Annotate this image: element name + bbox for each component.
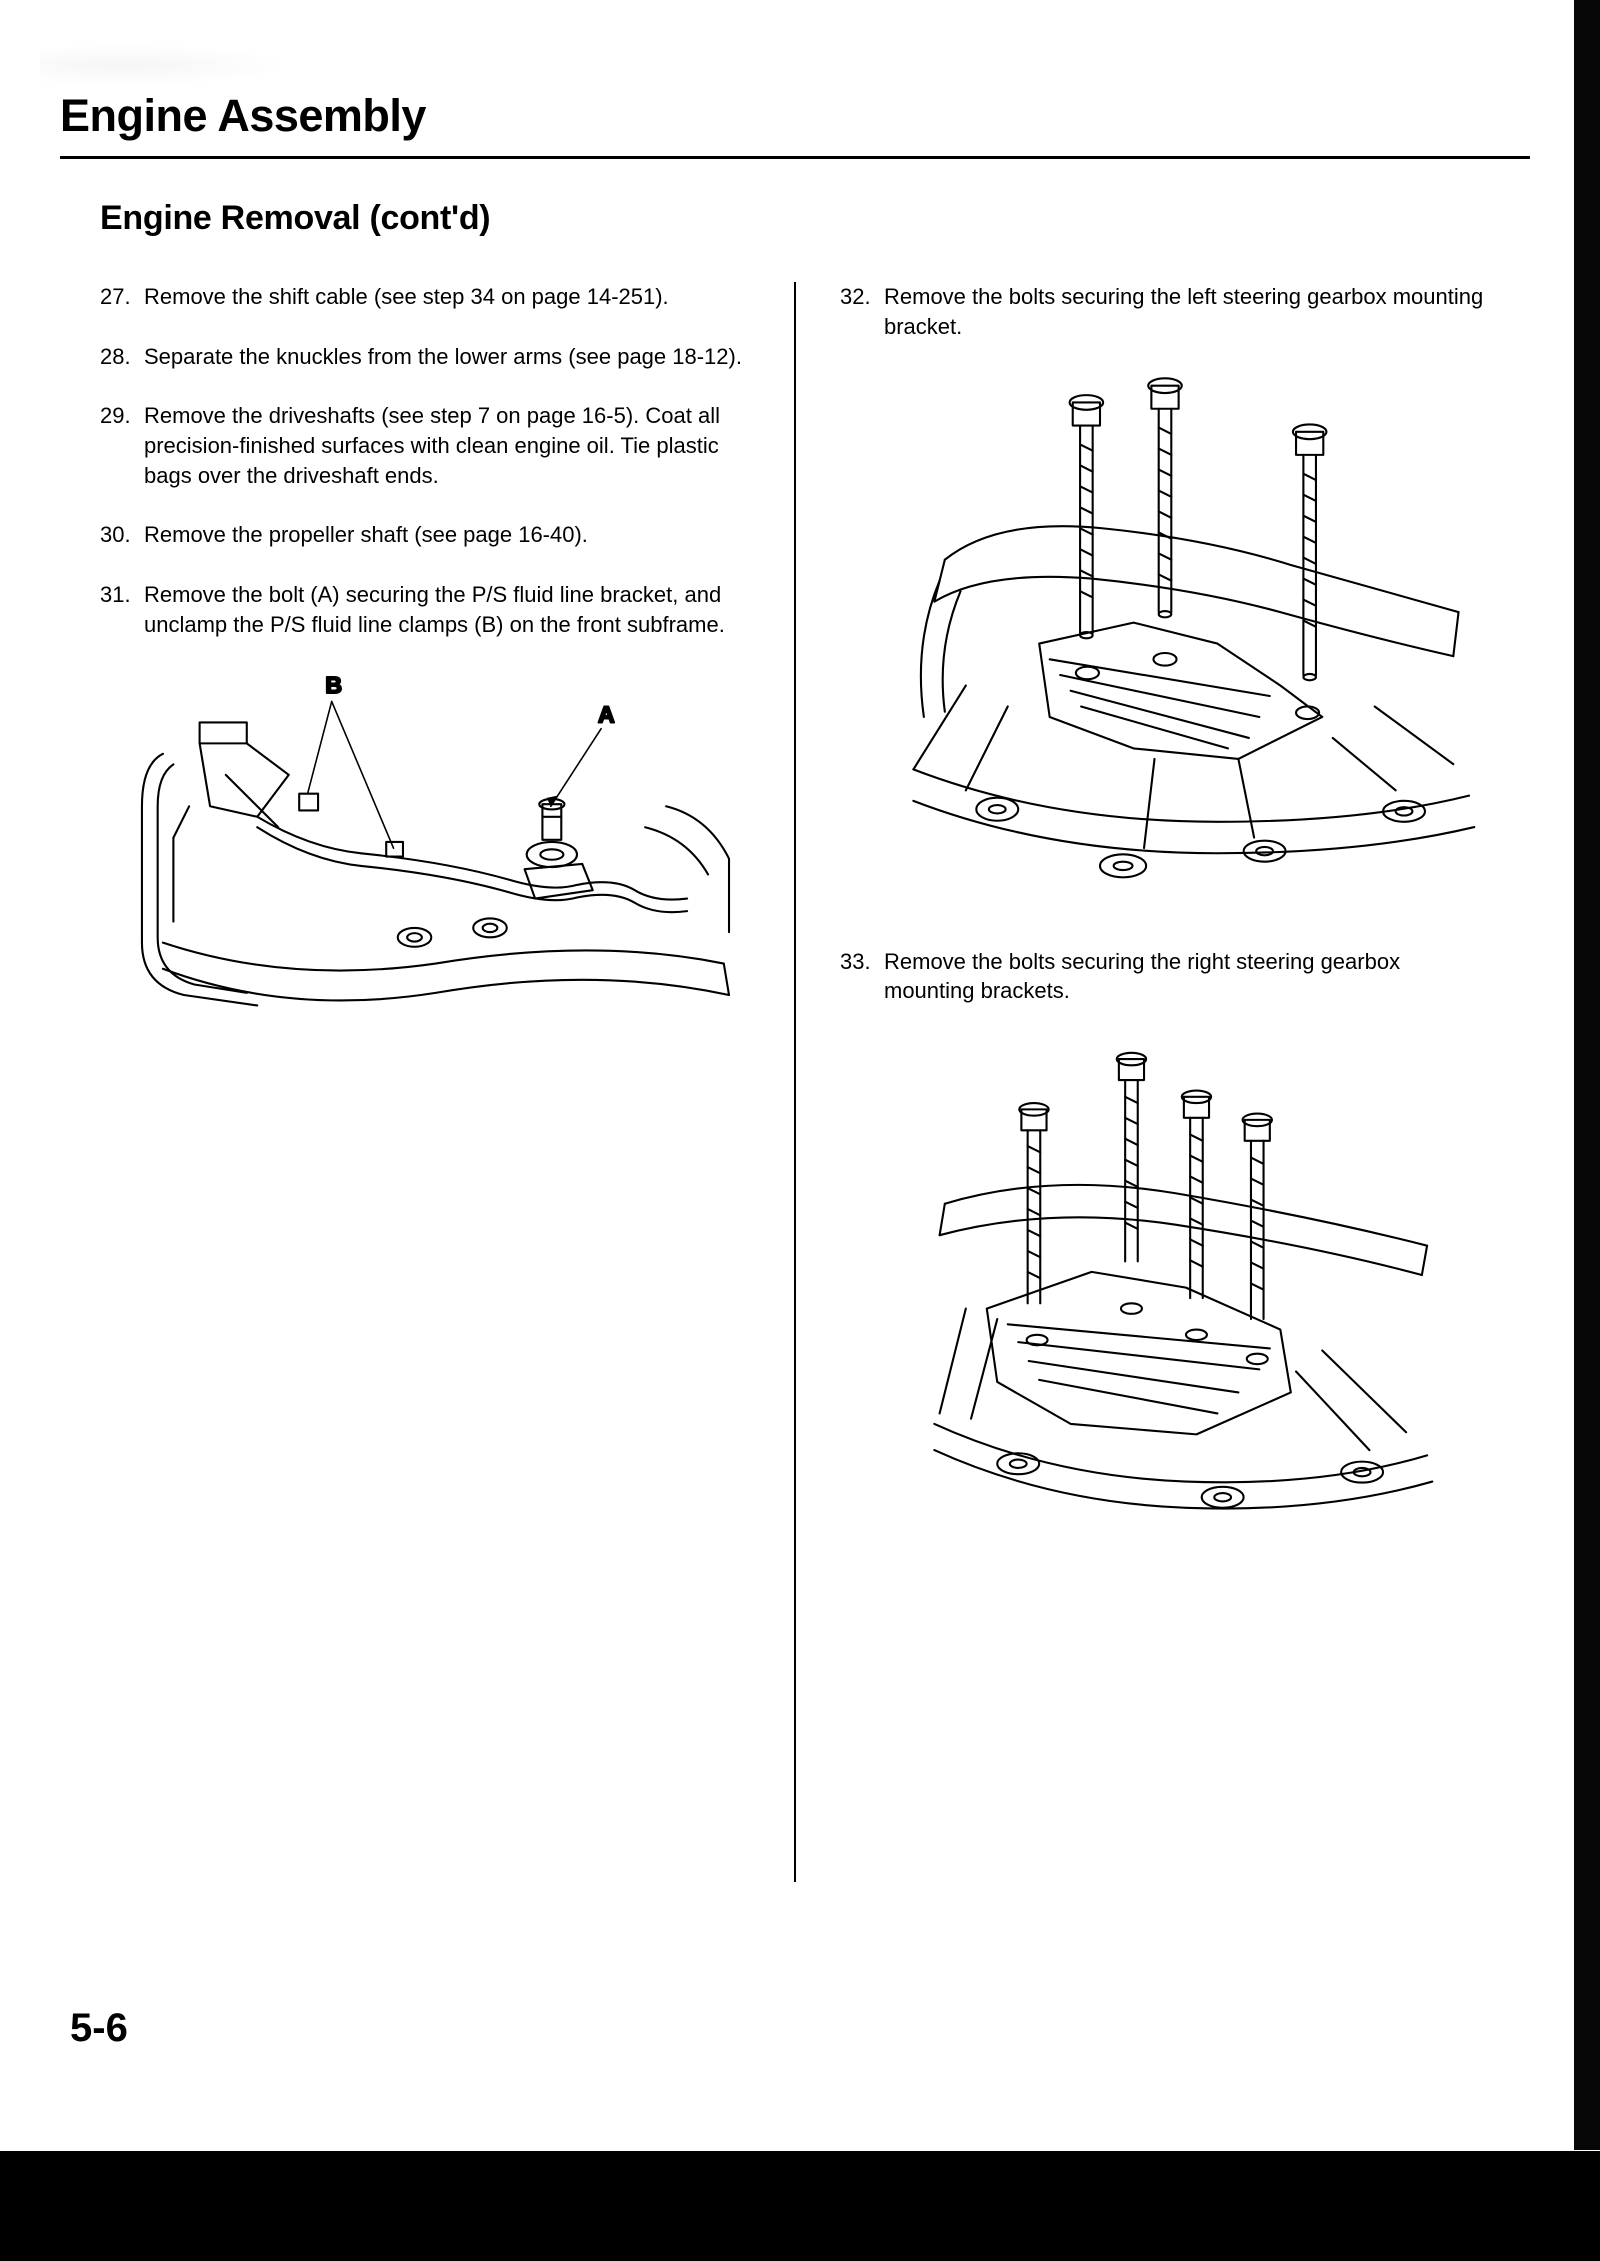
page-number: 5-6 (70, 2006, 128, 2051)
step-number: 31. (100, 580, 144, 639)
scan-bottom-bar (0, 2151, 1600, 2261)
figure-step-31: B A (100, 670, 750, 1026)
manual-page: Engine Assembly Engine Removal (cont'd) … (0, 0, 1600, 2261)
two-column-layout: 27. Remove the shift cable (see step 34 … (100, 282, 1490, 1882)
right-column: 32. Remove the bolts securing the left s… (796, 282, 1490, 1882)
left-column: 27. Remove the shift cable (see step 34 … (100, 282, 794, 1882)
section-title: Engine Assembly (60, 90, 1530, 142)
step-text: Remove the bolts securing the right stee… (884, 947, 1490, 1006)
scan-noise (40, 40, 320, 90)
step-number: 33. (840, 947, 884, 1006)
step-text: Remove the driveshafts (see step 7 on pa… (144, 401, 750, 490)
right-gearbox-bracket-diagram-icon (840, 1036, 1490, 1529)
step-33: 33. Remove the bolts securing the right … (840, 947, 1490, 1006)
step-text: Remove the bolts securing the left steer… (884, 282, 1490, 341)
scan-right-edge (1574, 0, 1600, 2150)
figure-step-32 (840, 371, 1490, 916)
step-31: 31. Remove the bolt (A) securing the P/S… (100, 580, 750, 639)
step-number: 28. (100, 342, 144, 372)
step-text: Remove the bolt (A) securing the P/S flu… (144, 580, 750, 639)
step-27: 27. Remove the shift cable (see step 34 … (100, 282, 750, 312)
step-number: 27. (100, 282, 144, 312)
figure-step-33 (840, 1036, 1490, 1529)
label-b: B (325, 672, 342, 698)
step-30: 30. Remove the propeller shaft (see page… (100, 520, 750, 550)
title-underline (60, 156, 1530, 159)
subsection-title: Engine Removal (cont'd) (100, 199, 1530, 238)
step-text: Separate the knuckles from the lower arm… (144, 342, 750, 372)
step-number: 32. (840, 282, 884, 341)
label-a: A (598, 701, 615, 727)
step-number: 29. (100, 401, 144, 490)
step-text: Remove the shift cable (see step 34 on p… (144, 282, 750, 312)
step-29: 29. Remove the driveshafts (see step 7 o… (100, 401, 750, 490)
step-text: Remove the propeller shaft (see page 16-… (144, 520, 750, 550)
step-28: 28. Separate the knuckles from the lower… (100, 342, 750, 372)
step-32: 32. Remove the bolts securing the left s… (840, 282, 1490, 341)
left-gearbox-bracket-diagram-icon (840, 371, 1490, 916)
subframe-diagram-icon: B A (100, 670, 750, 1026)
step-number: 30. (100, 520, 144, 550)
